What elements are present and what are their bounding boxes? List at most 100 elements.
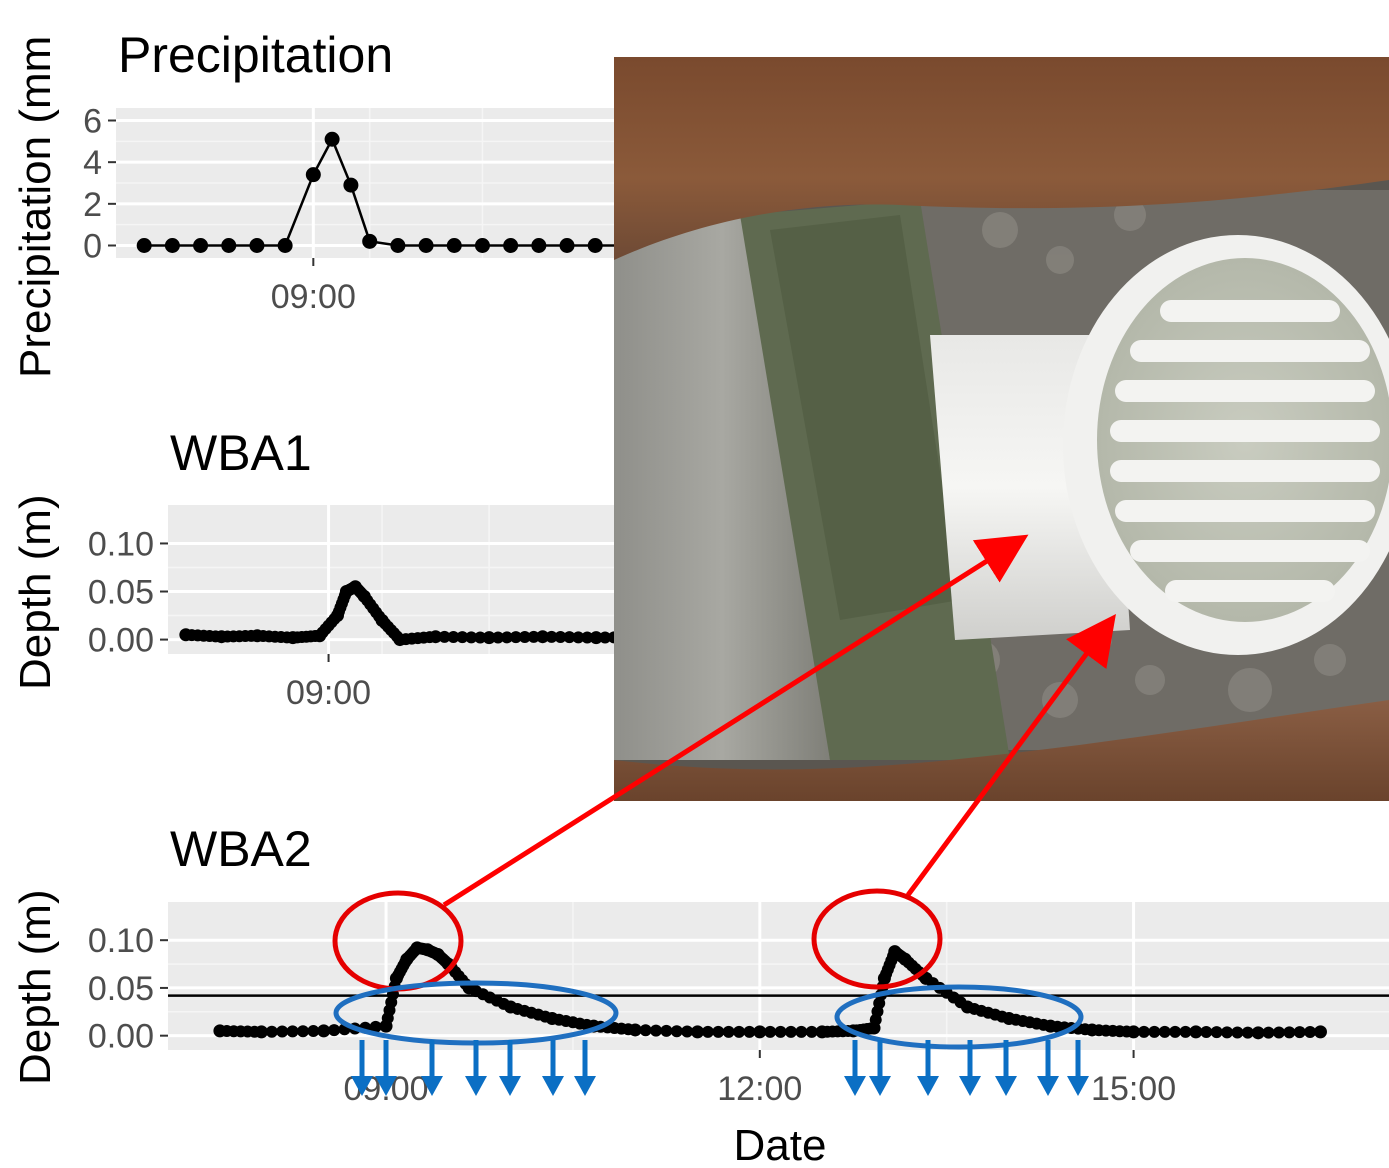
data-point [1231,1026,1244,1039]
inset-photo [614,57,1389,801]
data-point [492,631,505,644]
data-point [465,631,478,644]
arrow-down-icon [995,1076,1017,1096]
infiltration-arrows [351,1040,1089,1096]
data-point [193,238,209,253]
data-point [164,238,180,253]
data-point [628,1023,642,1037]
data-point [1251,1026,1265,1040]
data-point [805,1025,818,1038]
arrow-down-icon [959,1076,981,1096]
precip-title: Precipitation [118,27,393,83]
data-point [221,238,237,253]
y-tick-label: 0.00 [88,622,154,660]
y-tick-label: 0.05 [88,574,154,612]
data-point [563,631,576,644]
arrow-down-icon [869,1076,891,1096]
data-point [1304,1026,1317,1039]
data-point [536,630,550,644]
data-point [136,238,152,253]
data-point [581,631,594,644]
data-point [429,630,443,644]
data-point [753,1025,767,1039]
data-point [474,238,490,253]
x-tick-label: 15:00 [1091,1070,1176,1108]
y-tick-label: 0.10 [88,525,154,563]
data-point [743,1025,756,1038]
data-point [446,238,462,253]
data-point [277,238,293,253]
data-point [649,1024,662,1037]
data-point [254,1025,268,1039]
data-point [276,1025,289,1038]
wba2-ylabel: Depth (m) [11,889,60,1085]
data-point [1313,1025,1327,1039]
x-tick-label: 12:00 [717,1070,802,1108]
data-point [418,238,434,253]
red-arrow-1 [442,534,1029,908]
x-axis-label: Date [734,1121,827,1168]
data-point [1272,1026,1285,1039]
y-tick-label: 4 [83,144,102,182]
data-point [1200,1026,1213,1039]
infiltration-ellipse-2 [834,984,1084,1050]
data-point [639,1024,652,1037]
data-point [774,1025,787,1038]
data-point [362,233,378,249]
data-point [265,1025,278,1038]
data-point [438,630,451,643]
data-point [722,1025,735,1038]
data-point [572,631,585,644]
arrow-down-icon [1067,1076,1089,1096]
data-point [1293,1026,1306,1039]
data-point [324,131,340,147]
y-tick-label: 2 [83,186,102,224]
x-tick-label: 09:00 [271,278,356,316]
data-point [1210,1026,1223,1039]
data-point [1283,1026,1296,1039]
data-point [1127,1025,1141,1039]
peak-ellipse-2 [811,888,943,990]
arrow-down-icon [1037,1076,1059,1096]
arrow-down-icon [465,1076,487,1096]
arrow-down-icon [917,1076,939,1096]
data-point [1169,1025,1182,1038]
data-point [369,1020,382,1033]
data-point [503,238,519,253]
data-point [249,238,265,253]
data-point [701,1025,714,1038]
data-point [531,238,547,253]
data-point [317,1024,331,1038]
y-tick-label: 0.10 [88,922,154,960]
arrow-down-icon [351,1076,373,1096]
data-point [527,630,540,643]
arrow-down-icon [542,1076,564,1096]
arrow-down-icon [499,1076,521,1096]
data-point [286,1025,299,1038]
arrow-down-icon [574,1076,596,1096]
data-point [328,1024,341,1037]
arrow-down-icon [375,1076,397,1096]
data-point [447,631,460,644]
data-point [554,631,567,644]
data-point [784,1025,797,1038]
data-point [599,631,612,644]
arrow-down-icon [844,1076,866,1096]
data-point [1262,1026,1275,1039]
data-point [587,238,603,253]
data-point [681,1025,694,1038]
wba2-title: WBA2 [170,821,312,877]
data-point [1148,1025,1161,1038]
data-point [1241,1026,1254,1039]
wba1-ylabel: Depth (m) [11,494,60,690]
data-point [545,630,558,643]
data-point [474,631,487,644]
data-point [509,631,522,644]
data-point [559,238,575,253]
data-point [343,177,359,193]
data-point [1137,1025,1150,1038]
wba1-panel: 0.00 0.05 0.10 09:00 [88,505,657,712]
data-point [670,1025,683,1038]
